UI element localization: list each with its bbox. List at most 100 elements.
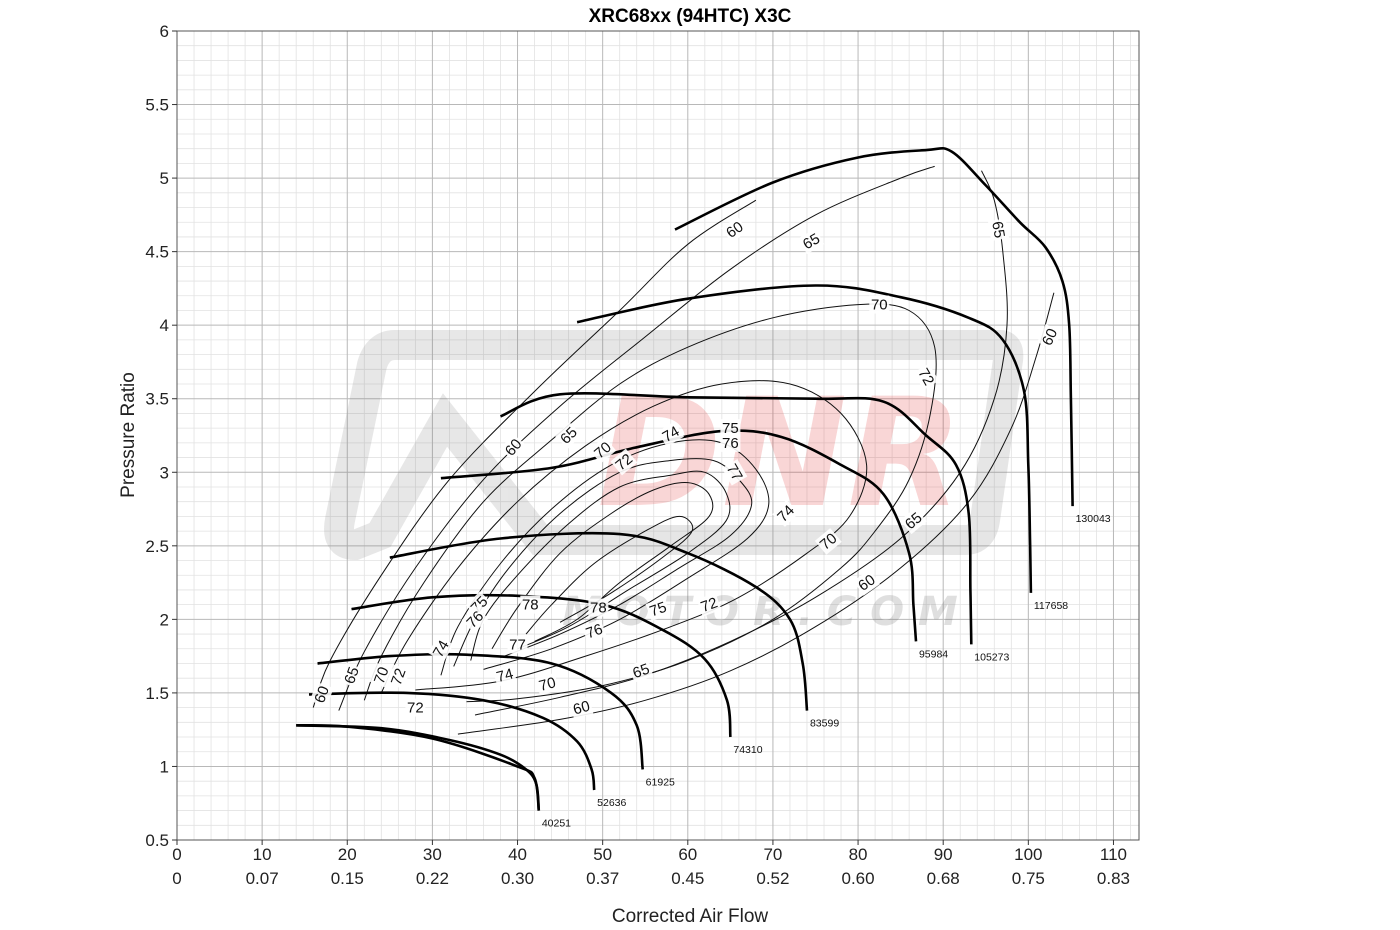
- x-tick-label-secondary: 0.07: [246, 869, 279, 888]
- x-tick-label-secondary: 0.22: [416, 869, 449, 888]
- x-tick-label-secondary: 0.30: [501, 869, 534, 888]
- y-tick-label: 3: [160, 463, 169, 482]
- efficiency-contour-74: [440, 439, 770, 676]
- y-axis-label: Pressure Ratio: [118, 372, 139, 498]
- efficiency-label-halo: [499, 433, 527, 461]
- y-tick-label: 3.5: [145, 390, 169, 409]
- efficiency-label-halo: [461, 605, 489, 633]
- efficiency-label: 65: [557, 424, 581, 448]
- y-tick-label: 2.5: [145, 537, 169, 556]
- efficiency-label-halo: [581, 619, 607, 643]
- efficiency-label-halo: [899, 507, 927, 535]
- efficiency-label-group: 60: [853, 569, 880, 596]
- efficiency-label-halo: [492, 664, 517, 687]
- efficiency-label-halo: [309, 681, 334, 707]
- efficiency-contour-60: [457, 292, 1055, 735]
- efficiency-label-group: 65: [555, 422, 583, 449]
- efficiency-label-halo: [589, 436, 617, 464]
- efficiency-label-group: 75: [720, 419, 741, 438]
- efficiency-label: 75: [647, 599, 668, 621]
- efficiency-label-halo: [339, 662, 364, 688]
- efficiency-label: 77: [509, 636, 526, 653]
- efficiency-label: 78: [590, 600, 607, 617]
- speed-line-61925: [317, 652, 644, 770]
- efficiency-label-group: 60: [569, 696, 594, 719]
- x-tick-label-secondary: 0.75: [1012, 869, 1045, 888]
- efficiency-label: 70: [537, 674, 558, 695]
- efficiency-label-halo: [814, 528, 842, 555]
- efficiency-label-halo: [369, 662, 394, 688]
- efficiency-label: 60: [1039, 326, 1061, 348]
- efficiency-label: 74: [660, 423, 683, 446]
- efficiency-contours: [312, 165, 1055, 735]
- efficiency-label-group: 60: [309, 681, 334, 707]
- speed-label-83599: 83599: [810, 718, 839, 730]
- plot-frame: [176, 30, 1140, 841]
- efficiency-label-halo: [405, 698, 426, 717]
- efficiency-label: 70: [871, 297, 888, 314]
- efficiency-label-halo: [772, 500, 800, 527]
- efficiency-label: 65: [341, 665, 363, 686]
- efficiency-label: 60: [855, 571, 878, 594]
- speed-lines: [296, 146, 1074, 811]
- x-tick-label-secondary: 0.60: [842, 869, 875, 888]
- efficiency-label: 74: [495, 665, 516, 686]
- speed-label-117658: 117658: [1034, 600, 1068, 612]
- efficiency-contour-65: [338, 165, 935, 711]
- efficiency-contour-76: [470, 470, 731, 661]
- efficiency-label-halo: [520, 595, 541, 614]
- efficiency-label-halo: [628, 658, 654, 683]
- speed-line-83599: [389, 531, 809, 711]
- x-tick-label-primary: 60: [678, 845, 697, 864]
- x-tick-label-primary: 80: [849, 845, 868, 864]
- efficiency-label: 60: [571, 698, 592, 719]
- y-tick-label: 5: [160, 169, 169, 188]
- efficiency-label-halo: [721, 459, 748, 486]
- speed-label-95984: 95984: [919, 648, 948, 660]
- efficiency-label-halo: [720, 419, 741, 438]
- efficiency-label-halo: [696, 592, 722, 617]
- efficiency-label-group: 70: [589, 436, 617, 464]
- speed-labels: 40251 52636 61925 74310 83599 95984 105273 1176…: [542, 513, 1111, 829]
- x-tick-label-secondary: 0: [172, 869, 181, 888]
- efficiency-label-group: 70: [369, 662, 394, 688]
- efficiency-contour-72: [380, 380, 868, 694]
- efficiency-label-halo: [721, 216, 748, 243]
- efficiency-contour-77: [491, 481, 714, 650]
- efficiency-label-group: 72: [610, 448, 638, 476]
- efficiency-label-group: 65: [899, 507, 927, 535]
- x-tick-label-secondary: 0.45: [671, 869, 704, 888]
- efficiency-label-group: 74: [657, 421, 684, 447]
- efficiency-label: 60: [502, 436, 526, 460]
- efficiency-label: 60: [723, 218, 746, 241]
- x-tick-label-secondary: 0.83: [1097, 869, 1130, 888]
- surge-line: [296, 723, 541, 811]
- efficiency-label: 76: [584, 621, 605, 643]
- efficiency-label: 75: [722, 420, 739, 437]
- efficiency-label-group: 74: [492, 664, 517, 687]
- x-tick-label-primary: 20: [338, 845, 357, 864]
- speed-line-95984: [440, 429, 918, 642]
- efficiency-label-group: 74: [428, 635, 454, 662]
- efficiency-label-halo: [588, 598, 609, 617]
- efficiency-label-group: 70: [869, 295, 890, 314]
- efficiency-label-group: 76: [461, 605, 489, 633]
- x-tick-label-primary: 90: [934, 845, 953, 864]
- efficiency-label-halo: [853, 569, 880, 596]
- y-tick-label: 2: [160, 610, 169, 629]
- efficiency-label: 72: [699, 594, 720, 616]
- x-tick-label-primary: 50: [593, 845, 612, 864]
- efficiency-label-halo: [1037, 324, 1062, 350]
- efficiency-label-group: 72: [405, 698, 426, 717]
- efficiency-label-group: 72: [696, 592, 722, 617]
- y-tick-label: 6: [160, 22, 169, 41]
- efficiency-label-halo: [507, 635, 528, 654]
- efficiency-label: 72: [407, 700, 424, 717]
- efficiency-label-group: 72: [913, 363, 939, 390]
- speed-line-40251: [296, 724, 541, 811]
- efficiency-contour-60: [312, 199, 757, 708]
- efficiency-label: 70: [371, 665, 393, 686]
- efficiency-label-group: 65: [987, 218, 1010, 242]
- x-axis-label: Corrected Air Flow: [612, 906, 769, 927]
